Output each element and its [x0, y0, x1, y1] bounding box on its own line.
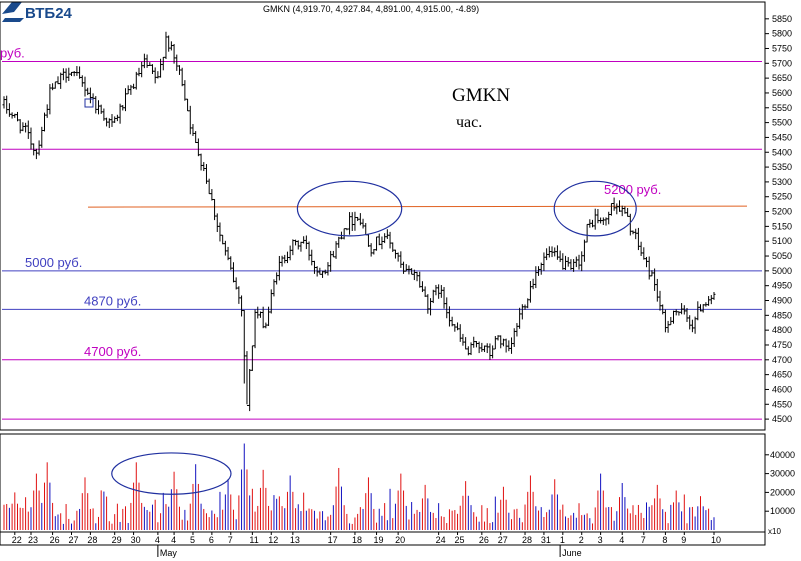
price-tick-5050: 5050: [772, 251, 792, 261]
date-tick-9: 5: [190, 535, 195, 545]
date-axis: 22 23 26 27 28 29 30 4 4 5 6 7 11 12 13 17 18 19 20 24 25 26 2…: [0, 531, 766, 558]
date-tick-17: 19: [374, 535, 384, 545]
date-tick-4: 28: [87, 535, 97, 545]
date-tick-30: 8: [662, 535, 667, 545]
date-tick-28: 4: [619, 535, 624, 545]
date-tick-23: 28: [522, 535, 532, 545]
date-tick-31: 9: [681, 535, 686, 545]
date-tick-5: 29: [112, 535, 122, 545]
resistance-line: [87, 205, 748, 208]
date-tick-27: 3: [598, 535, 603, 545]
date-tick-13: 12: [268, 535, 278, 545]
date-tick-22: 27: [498, 535, 508, 545]
date-ticks: 22 23 26 27 28 29 30 4 4 5 6 7 11 12 13 17 18 19 20 24 25 26 2…: [12, 532, 721, 545]
chart-subtitle: час.: [456, 114, 482, 131]
price-tick-4750: 4750: [772, 340, 792, 350]
price-tick-4500: 4500: [772, 414, 792, 424]
price-tick-4950: 4950: [772, 281, 792, 291]
price-plot-frame: [0, 1, 766, 431]
volume-axis: 10000 20000 30000 40000: [765, 450, 795, 516]
quote-line: GMKN (4,919.70, 4,927.84, 4,891.00, 4,91…: [263, 4, 479, 14]
price-tick-5000: 5000: [772, 266, 792, 276]
date-tick-3: 27: [68, 535, 78, 545]
price-tick-4550: 4550: [772, 399, 792, 409]
price-tick-4800: 4800: [772, 325, 792, 335]
price-tick-5800: 5800: [772, 29, 792, 39]
price-tick-5600: 5600: [772, 88, 792, 98]
volume-tick-10000: 10000: [770, 506, 795, 516]
level-lines: руб. 5000 руб. 4870 руб. 4700 руб.: [0, 46, 762, 420]
date-tick-19: 24: [436, 535, 446, 545]
price-tick-5500: 5500: [772, 118, 792, 128]
price-axis: 4500 4550 4600 4650 4700 4750 4800 4850 4900 4950…: [765, 14, 792, 424]
level-label-5706: руб.: [0, 46, 25, 61]
price-annotation-circles: [296, 180, 637, 237]
date-tick-16: 18: [352, 535, 362, 545]
price-tick-4650: 4650: [772, 370, 792, 380]
date-tick-7: 4: [155, 535, 160, 545]
vtb24-logo: ВТБ24: [2, 2, 73, 22]
volume-annotation-circle-0: [111, 452, 232, 495]
price-tick-5250: 5250: [772, 192, 792, 202]
price-tick-4900: 4900: [772, 296, 792, 306]
date-tick-20: 25: [455, 535, 465, 545]
date-tick-0: 22: [12, 535, 22, 545]
price-tick-5650: 5650: [772, 73, 792, 83]
date-tick-1: 23: [28, 535, 38, 545]
price-tick-5450: 5450: [772, 132, 792, 142]
price-tick-4600: 4600: [772, 384, 792, 394]
price-tick-5200: 5200: [772, 207, 792, 217]
month-label-june: June: [562, 548, 582, 558]
price-tick-5150: 5150: [772, 221, 792, 231]
volume-bars: [3, 443, 715, 530]
price-tick-5300: 5300: [772, 177, 792, 187]
volume-tick-20000: 20000: [770, 487, 795, 497]
price-tick-5400: 5400: [772, 147, 792, 157]
level-label-5000: 5000 руб.: [25, 255, 82, 270]
price-panel: руб. 5000 руб. 4870 руб. 4700 руб. 5200 руб…: [0, 1, 792, 431]
date-tick-21: 26: [479, 535, 489, 545]
date-tick-18: 20: [395, 535, 405, 545]
volume-tick-40000: 40000: [770, 450, 795, 460]
date-tick-32: 10: [711, 535, 721, 545]
square-marker-icon: [84, 98, 94, 108]
price-tick-5350: 5350: [772, 162, 792, 172]
level-label-4700: 4700 руб.: [84, 344, 141, 359]
date-tick-10: 6: [209, 535, 214, 545]
chart-title: GMKN: [452, 85, 510, 106]
date-tick-24: 31: [541, 535, 551, 545]
price-annotation-circle-1: [553, 180, 637, 237]
date-tick-6: 30: [131, 535, 141, 545]
date-tick-14: 13: [290, 535, 300, 545]
volume-scale-label: x10: [768, 527, 781, 536]
logo-mark-icon: [2, 2, 24, 22]
price-annotation-circle-0: [296, 180, 403, 237]
price-tick-5550: 5550: [772, 103, 792, 113]
price-tick-5750: 5750: [772, 43, 792, 53]
date-tick-15: 17: [328, 535, 338, 545]
date-tick-2: 26: [50, 535, 60, 545]
price-tick-5700: 5700: [772, 58, 792, 68]
logo-text: ВТБ24: [25, 5, 73, 22]
date-tick-25: 1: [560, 535, 565, 545]
month-label-may: May: [160, 548, 178, 558]
date-tick-8: 4: [171, 535, 176, 545]
date-tick-29: 7: [641, 535, 646, 545]
month-labels: May June: [157, 545, 582, 558]
price-tick-5100: 5100: [772, 236, 792, 246]
candles: [2, 31, 716, 412]
price-tick-4700: 4700: [772, 355, 792, 365]
volume-annotation-circles: [111, 452, 232, 495]
volume-tick-30000: 30000: [770, 469, 795, 479]
date-tick-11: 7: [228, 535, 233, 545]
date-tick-12: 11: [249, 535, 258, 545]
date-axis-frame: [0, 531, 766, 546]
price-tick-4850: 4850: [772, 310, 792, 320]
price-tick-5850: 5850: [772, 14, 792, 24]
level-label-4870: 4870 руб.: [84, 293, 141, 308]
date-tick-26: 2: [579, 535, 584, 545]
